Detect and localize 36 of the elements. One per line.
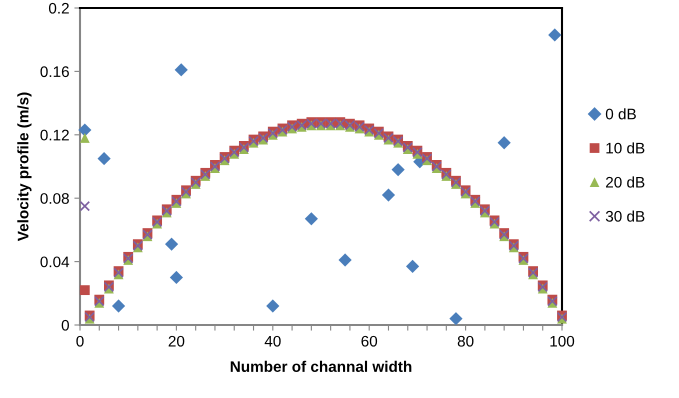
point <box>449 312 463 326</box>
point <box>338 253 352 267</box>
point <box>304 212 318 226</box>
point <box>548 28 562 42</box>
x-tick-label: 60 <box>361 336 378 347</box>
point <box>80 200 90 212</box>
point <box>174 63 188 76</box>
point <box>164 238 178 251</box>
y-tick-label: 0 <box>62 320 69 331</box>
point <box>98 152 111 166</box>
y-axis-title: Velocity profile (m/s) <box>17 92 32 242</box>
x-tick-label: 20 <box>168 336 184 347</box>
y-tick-label: 0.16 <box>40 66 69 78</box>
x-tick-label: 100 <box>550 336 574 347</box>
legend-label: 10 dB <box>606 142 644 154</box>
y-tick-label: 0.08 <box>40 193 69 204</box>
point <box>382 188 396 202</box>
legend-label: 30 dB <box>606 210 644 222</box>
point <box>80 133 90 143</box>
y-tick-label: 0.2 <box>48 2 69 14</box>
x-axis-title: Number of channal width <box>230 360 412 372</box>
x-tick-label: 0 <box>76 336 84 347</box>
point <box>406 260 420 273</box>
y-tick-label: 0.12 <box>40 130 69 140</box>
legend-label: 0 dB <box>606 108 636 120</box>
point <box>392 163 405 176</box>
x-tick-label: 40 <box>264 336 281 347</box>
point <box>112 299 126 313</box>
point <box>170 270 183 284</box>
y-tick-label: 0.04 <box>40 256 70 268</box>
x-tick-label: 80 <box>458 336 474 347</box>
point <box>78 123 92 137</box>
point <box>498 136 511 150</box>
point <box>80 285 90 296</box>
point <box>266 299 280 313</box>
legend-label: 20 dB <box>606 176 644 188</box>
